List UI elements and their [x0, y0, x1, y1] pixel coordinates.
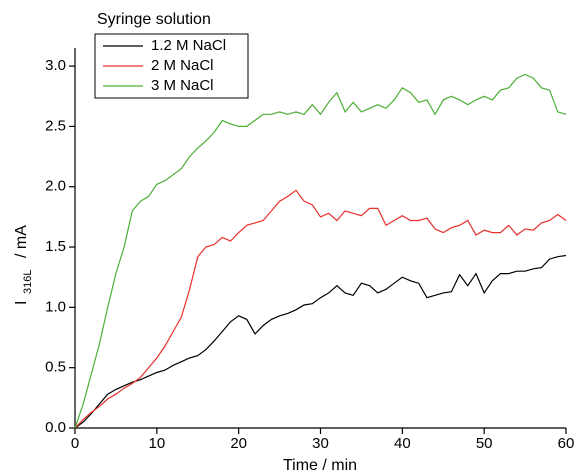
y-tick-label: 2.5: [45, 117, 66, 134]
y-tick-label: 1.5: [45, 238, 66, 255]
x-tick-label: 0: [71, 435, 79, 452]
x-tick-label: 30: [312, 435, 329, 452]
y-tick-label: 1.0: [45, 298, 66, 315]
y-axis-label: I 316L / mA: [13, 225, 34, 305]
legend-label: 2 M NaCl: [151, 57, 214, 74]
series-line: [74, 254, 567, 429]
y-label-sub: 316L: [22, 270, 34, 294]
x-tick-label: 20: [230, 435, 247, 452]
series-line: [74, 189, 567, 429]
legend-title: Syringe solution: [97, 11, 211, 28]
y-tick-label: 2.0: [45, 178, 66, 195]
y-tick-label: 3.0: [45, 57, 66, 74]
y-label-main: I: [13, 301, 30, 305]
x-tick-label: 60: [558, 435, 575, 452]
legend-label: 1.2 M NaCl: [151, 37, 226, 54]
x-tick-label: 10: [148, 435, 165, 452]
y-tick-label: 0.0: [45, 419, 66, 436]
y-label-unit: / mA: [13, 225, 30, 258]
x-axis-label: Time / min: [283, 457, 357, 474]
series-line: [74, 73, 567, 429]
x-tick-label: 40: [394, 435, 411, 452]
y-tick-label: 0.5: [45, 359, 66, 376]
x-tick-label: 50: [476, 435, 493, 452]
legend-label: 3 M NaCl: [151, 77, 214, 94]
